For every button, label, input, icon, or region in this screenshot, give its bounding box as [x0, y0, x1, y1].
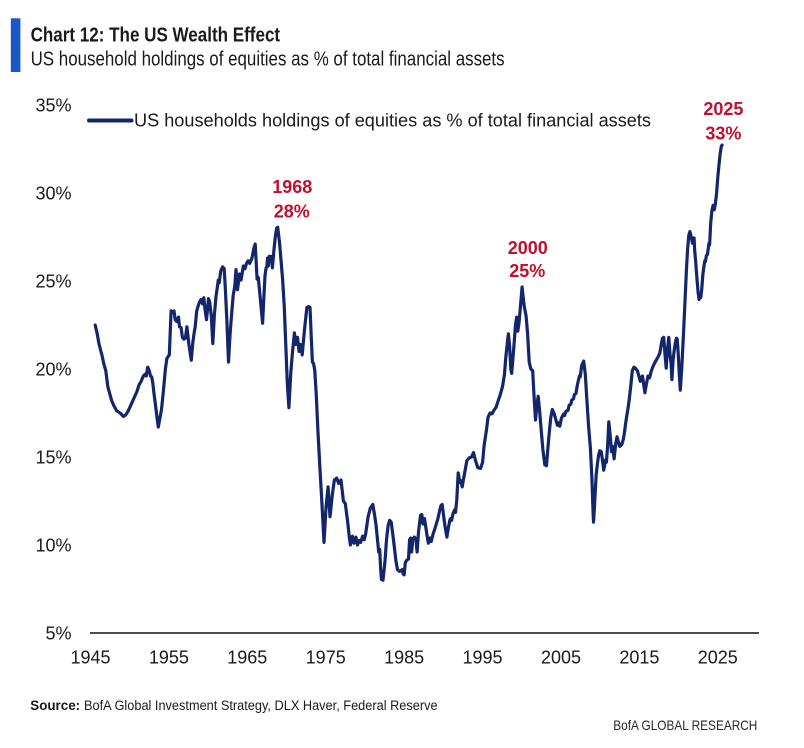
svg-text:25%: 25% [509, 261, 545, 281]
svg-text:2025: 2025 [698, 648, 738, 668]
svg-text:10%: 10% [35, 536, 71, 556]
svg-text:1955: 1955 [149, 648, 189, 668]
svg-text:1965: 1965 [227, 648, 267, 668]
svg-text:BofA Global Investment Strateg: BofA Global Investment Strategy, DLX Hav… [84, 698, 438, 713]
svg-text:35%: 35% [35, 96, 71, 116]
svg-text:1995: 1995 [462, 648, 502, 668]
svg-text:US households holdings of equi: US households holdings of equities as % … [134, 110, 651, 130]
svg-text:28%: 28% [274, 201, 310, 221]
svg-text:US household holdings of equit: US household holdings of equities as % o… [31, 49, 505, 71]
svg-text:Chart 12: The US Wealth Effect: Chart 12: The US Wealth Effect [31, 25, 281, 47]
svg-text:20%: 20% [35, 360, 71, 380]
svg-text:2005: 2005 [541, 648, 581, 668]
svg-text:1968: 1968 [272, 177, 312, 197]
svg-text:1975: 1975 [306, 648, 346, 668]
svg-text:25%: 25% [35, 272, 71, 292]
svg-text:5%: 5% [45, 624, 71, 644]
svg-text:15%: 15% [35, 448, 71, 468]
svg-text:BofA GLOBAL RESEARCH: BofA GLOBAL RESEARCH [613, 717, 757, 733]
svg-text:1985: 1985 [384, 648, 424, 668]
svg-text:2000: 2000 [508, 238, 548, 258]
svg-text:1945: 1945 [70, 648, 110, 668]
svg-text:2025: 2025 [703, 99, 743, 119]
svg-text:30%: 30% [35, 184, 71, 204]
svg-text:Source:: Source: [30, 698, 80, 713]
svg-text:33%: 33% [705, 123, 741, 143]
svg-text:2015: 2015 [619, 648, 659, 668]
